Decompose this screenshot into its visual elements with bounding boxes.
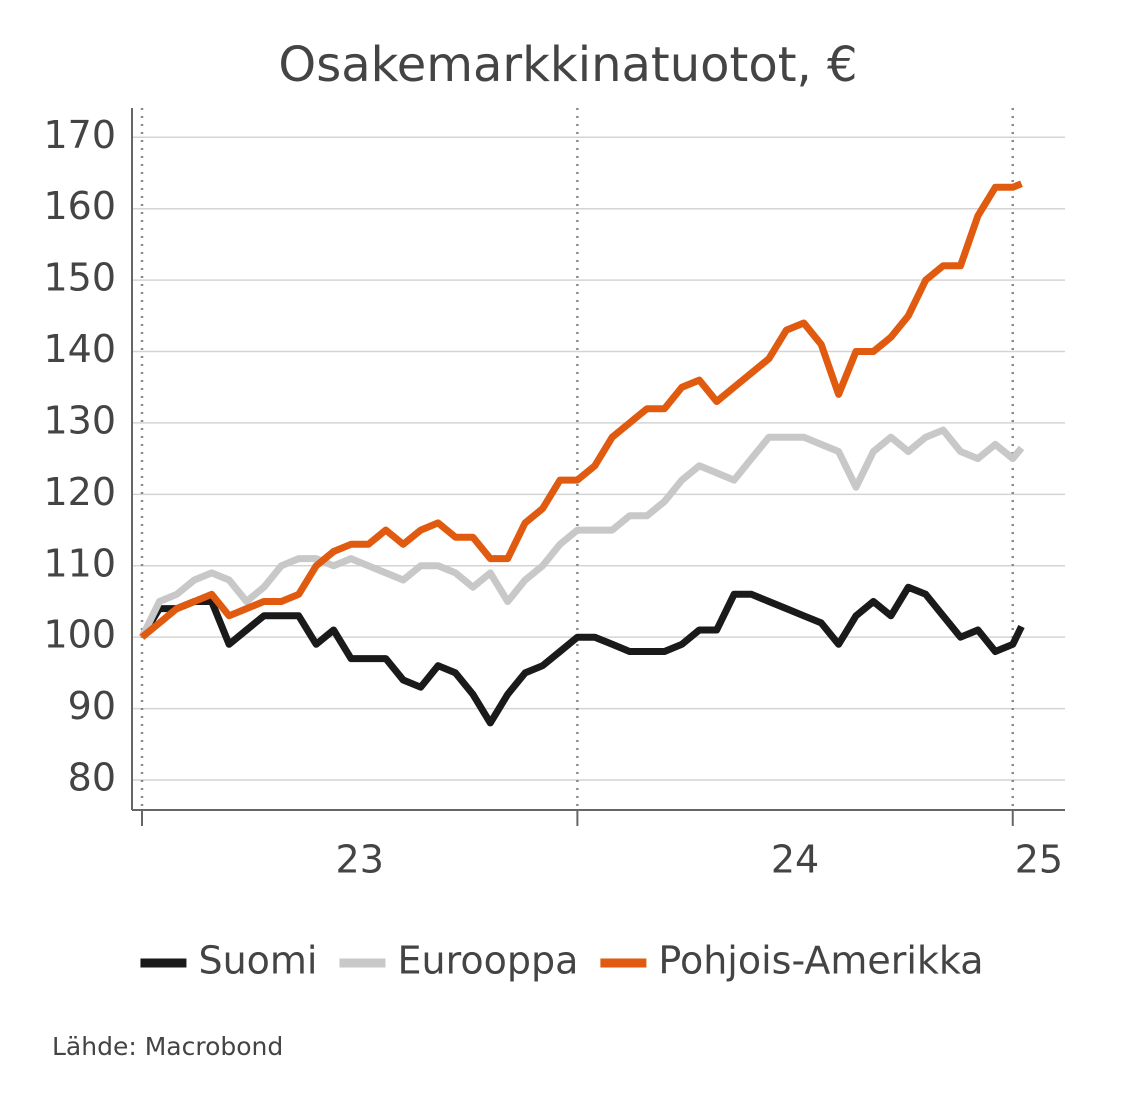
series-line	[139, 180, 1023, 640]
chart-title: Osakemarkkinatuotot, €	[278, 37, 857, 93]
y-tick-label: 80	[68, 756, 116, 800]
x-tick-label: 25	[1015, 838, 1063, 882]
x-tick-label: 24	[771, 838, 819, 882]
legend-label: Pohjois-Amerikka	[658, 939, 983, 983]
y-tick-label: 120	[43, 470, 116, 514]
y-tick-label: 110	[43, 541, 116, 585]
y-tick-label: 160	[43, 184, 116, 228]
series-line	[139, 583, 1025, 727]
legend-label: Suomi	[198, 939, 317, 983]
y-tick-label: 90	[68, 684, 116, 728]
y-tick-label: 150	[43, 256, 116, 300]
y-tick-label: 170	[43, 113, 116, 157]
y-tick-label: 140	[43, 327, 116, 371]
source: Lähde: Macrobond	[52, 1032, 283, 1061]
x-tick-label: 23	[336, 838, 384, 882]
y-tick-label: 100	[43, 613, 116, 657]
y-tick-label: 130	[43, 398, 116, 442]
legend-label: Eurooppa	[397, 939, 578, 983]
series-line	[138, 426, 1025, 639]
